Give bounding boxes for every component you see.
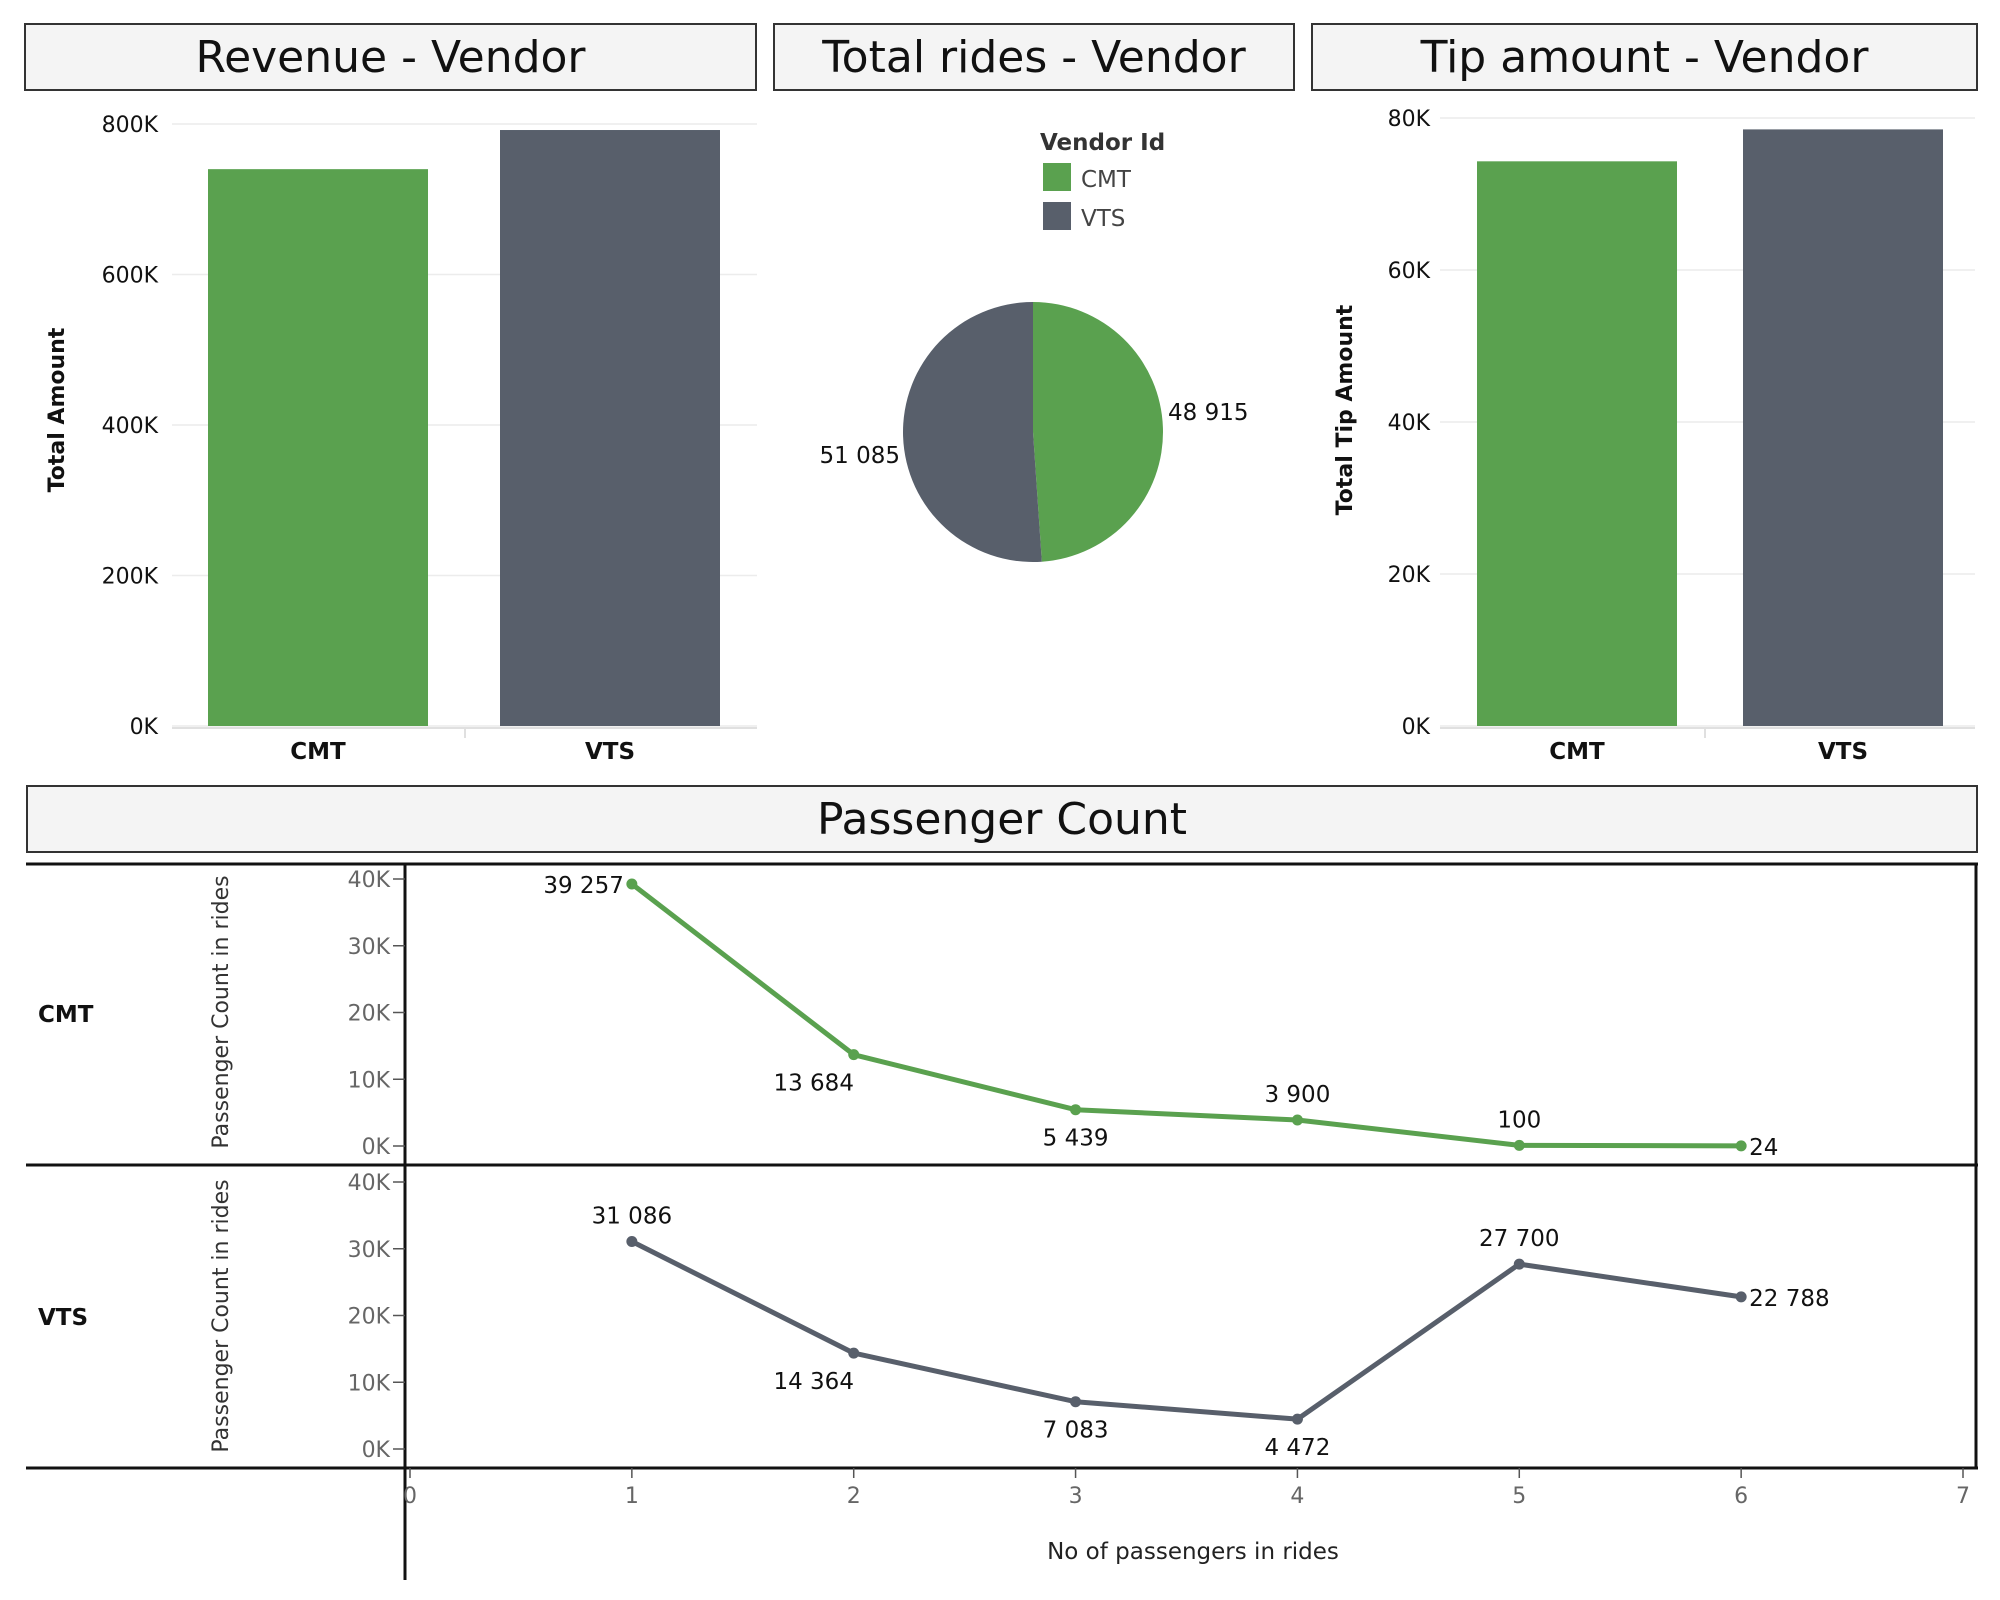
- line-y-tick: 40K: [348, 1171, 391, 1196]
- line-y-tick: 20K: [348, 1002, 391, 1027]
- line-point-cmt[interactable]: [1735, 1140, 1747, 1152]
- line-x-tick: 0: [403, 1484, 417, 1509]
- tip-bar-cmt[interactable]: [1477, 161, 1677, 726]
- revenue-bar-chart: Total Amount 0K 200K 400K 600K 800K CMT VTS: [45, 113, 757, 765]
- line-point-cmt[interactable]: [1291, 1114, 1303, 1126]
- pie-legend-swatch-vts: [1043, 202, 1071, 230]
- line-data-label: 5 439: [1043, 1126, 1109, 1152]
- rides-pie-chart: Vendor Id CMT VTS 48 915 51 085: [820, 130, 1248, 562]
- tip-y-tick: 20K: [1388, 563, 1431, 588]
- line-point-vts[interactable]: [848, 1347, 860, 1359]
- line-point-cmt[interactable]: [848, 1049, 860, 1061]
- line-y-tick: 10K: [348, 1068, 391, 1093]
- line-data-label: 7 083: [1043, 1418, 1109, 1444]
- revenue-bar-vts[interactable]: [500, 130, 720, 726]
- revenue-y-tick: 0K: [130, 715, 159, 740]
- revenue-y-tick: 400K: [102, 414, 159, 439]
- line-point-vts[interactable]: [1735, 1291, 1747, 1303]
- row-header-vts: VTS: [38, 1305, 88, 1331]
- revenue-category-label: CMT: [290, 739, 346, 765]
- revenue-y-axis-title: Total Amount: [45, 327, 70, 492]
- line-x-tick: 7: [1956, 1484, 1970, 1509]
- line-x-tick: 4: [1290, 1484, 1304, 1509]
- tip-bar-vts[interactable]: [1743, 129, 1943, 726]
- pie-label-cmt: 48 915: [1168, 400, 1248, 426]
- line-point-cmt[interactable]: [626, 878, 638, 890]
- revenue-y-tick: 800K: [102, 113, 159, 138]
- cmt-y-axis-title: Passenger Count in rides: [209, 875, 234, 1148]
- line-data-label: 27 700: [1479, 1226, 1559, 1252]
- pie-slice-vts[interactable]: [903, 302, 1042, 562]
- tip-y-axis-title: Total Tip Amount: [1333, 304, 1358, 515]
- passenger-line-chart: CMT VTS Passenger Count in rides Passeng…: [26, 862, 1978, 1580]
- line-y-tick: 0K: [362, 1438, 391, 1463]
- pie-legend-label-vts: VTS: [1081, 206, 1125, 232]
- line-y-tick: 20K: [348, 1305, 391, 1330]
- tip-category-label: VTS: [1818, 739, 1868, 765]
- line-point-vts[interactable]: [1513, 1258, 1525, 1270]
- line-y-tick: 30K: [348, 935, 391, 960]
- line-x-tick: 1: [625, 1484, 639, 1509]
- vts-y-axis-title: Passenger Count in rides: [209, 1179, 234, 1452]
- line-data-label: 39 257: [543, 873, 623, 899]
- line-data-label: 31 086: [592, 1204, 672, 1230]
- pie-slice-cmt[interactable]: [1033, 302, 1164, 562]
- line-x-tick: 2: [847, 1484, 861, 1509]
- revenue-y-tick: 600K: [102, 264, 159, 289]
- pie-legend-label-cmt: CMT: [1081, 167, 1132, 193]
- tip-y-tick: 60K: [1388, 259, 1431, 284]
- row-header-cmt: CMT: [38, 1002, 94, 1028]
- line-y-tick: 30K: [348, 1238, 391, 1263]
- tip-chart-title: Tip amount - Vendor: [1311, 23, 1978, 91]
- line-data-label: 13 684: [773, 1071, 853, 1097]
- line-y-tick: 10K: [348, 1371, 391, 1396]
- passenger-chart-title: Passenger Count: [26, 785, 1978, 853]
- line-series-vts[interactable]: [630, 1239, 1742, 1422]
- revenue-category-label: VTS: [585, 739, 635, 765]
- tip-y-tick: 40K: [1388, 411, 1431, 436]
- line-point-vts[interactable]: [1070, 1396, 1082, 1408]
- line-x-tick: 5: [1512, 1484, 1526, 1509]
- line-x-tick: 6: [1734, 1484, 1748, 1509]
- line-data-label: 4 472: [1264, 1435, 1330, 1461]
- line-y-tick: 40K: [348, 868, 391, 893]
- tip-y-tick: 80K: [1388, 107, 1431, 132]
- line-data-label: 22 788: [1749, 1286, 1829, 1312]
- pie-label-vts: 51 085: [820, 443, 900, 469]
- revenue-bar-cmt[interactable]: [208, 169, 428, 726]
- line-x-tick: 3: [1069, 1484, 1083, 1509]
- line-point-vts[interactable]: [626, 1236, 638, 1248]
- tip-bar-chart: Total Tip Amount 0K 20K 40K 60K 80K CMT VTS: [1333, 107, 1975, 765]
- line-data-label: 24: [1749, 1135, 1778, 1161]
- tip-category-label: CMT: [1549, 739, 1605, 765]
- line-point-vts[interactable]: [1291, 1413, 1303, 1425]
- line-data-label: 14 364: [773, 1369, 853, 1395]
- line-x-axis-title: No of passengers in rides: [1047, 1539, 1339, 1565]
- pie-legend-title: Vendor Id: [1040, 130, 1165, 156]
- revenue-y-tick: 200K: [102, 565, 159, 590]
- line-data-label: 100: [1497, 1107, 1541, 1133]
- line-point-cmt[interactable]: [1070, 1104, 1082, 1116]
- revenue-chart-title: Revenue - Vendor: [24, 23, 757, 91]
- line-point-cmt[interactable]: [1513, 1139, 1525, 1151]
- pie-legend-swatch-cmt: [1043, 163, 1071, 191]
- rides-chart-title: Total rides - Vendor: [773, 23, 1295, 91]
- line-data-label: 3 900: [1264, 1082, 1330, 1108]
- line-y-tick: 0K: [362, 1135, 391, 1160]
- line-series-cmt[interactable]: [630, 881, 1742, 1149]
- tip-y-tick: 0K: [1402, 715, 1431, 740]
